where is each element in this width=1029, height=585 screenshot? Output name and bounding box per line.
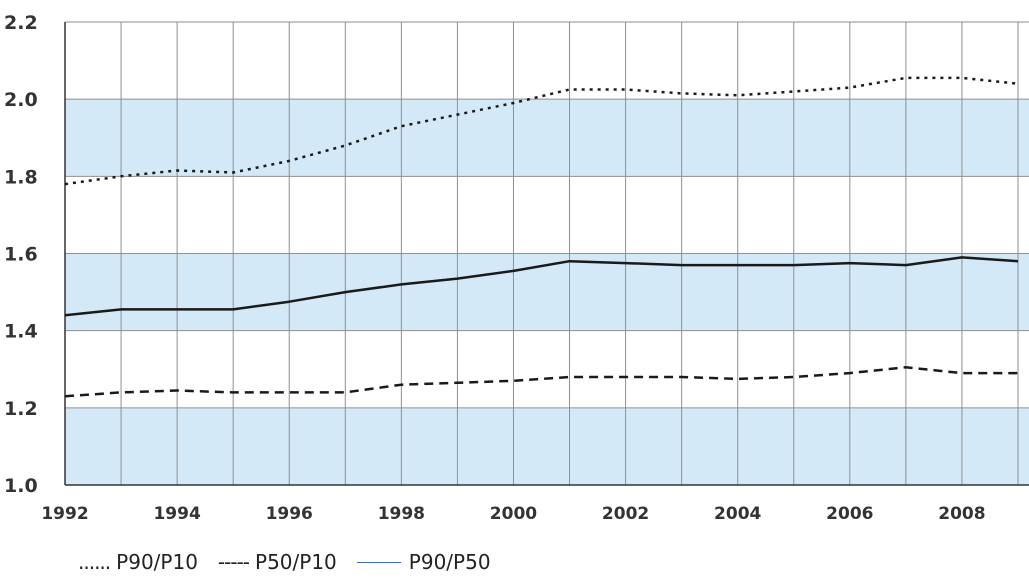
- y-tick-label: 1.6: [4, 244, 38, 266]
- y-tick-label: 1.2: [4, 398, 38, 420]
- chart-legend: ...... P90/P10 ----- P50/P10 P90/P50: [78, 545, 511, 579]
- x-tick-label: 2002: [602, 504, 649, 524]
- x-tick-label: 1996: [266, 504, 313, 524]
- x-tick-label: 2004: [714, 504, 761, 524]
- legend-label-p50-p10: P50/P10: [255, 550, 337, 574]
- y-tick-label: 1.0: [4, 475, 38, 497]
- chart-plot: 1.0 1.2 1.4 1.6 1.8 2.0 2.2 1992 1994 1996 1998 200…: [4, 12, 1029, 524]
- x-tick-label: 1994: [153, 504, 200, 524]
- legend-label-p90-p10: P90/P10: [116, 550, 198, 574]
- y-tick-label: 2.2: [4, 12, 38, 34]
- y-tick-label: 1.4: [4, 321, 38, 343]
- legend-item-p50-p10: ----- P50/P10: [218, 550, 337, 574]
- series-line-p90-p50: [64, 256, 1019, 317]
- series-line-p50-p10: [64, 366, 1018, 398]
- plot-band: [65, 99, 1029, 177]
- x-tick-label: 2000: [490, 504, 537, 524]
- x-tick-label: 1992: [41, 504, 88, 524]
- legend-marker-solid-line: [356, 561, 401, 563]
- legend-label-p90-p50: P90/P50: [408, 550, 491, 574]
- legend-item-p90-p50: P90/P50: [356, 550, 491, 574]
- y-tick-label: 2.0: [4, 89, 38, 111]
- legend-item-p90-p10: ...... P90/P10: [78, 550, 198, 574]
- plot-band: [65, 407, 1029, 485]
- legend-marker-dashed: -----: [217, 550, 250, 574]
- legend-marker-dotted: ......: [78, 550, 111, 574]
- y-tick-label: 1.8: [4, 166, 38, 188]
- x-tick-label: 2006: [826, 504, 873, 524]
- x-tick-label: 1998: [378, 504, 425, 524]
- x-tick-label: 2008: [938, 504, 985, 524]
